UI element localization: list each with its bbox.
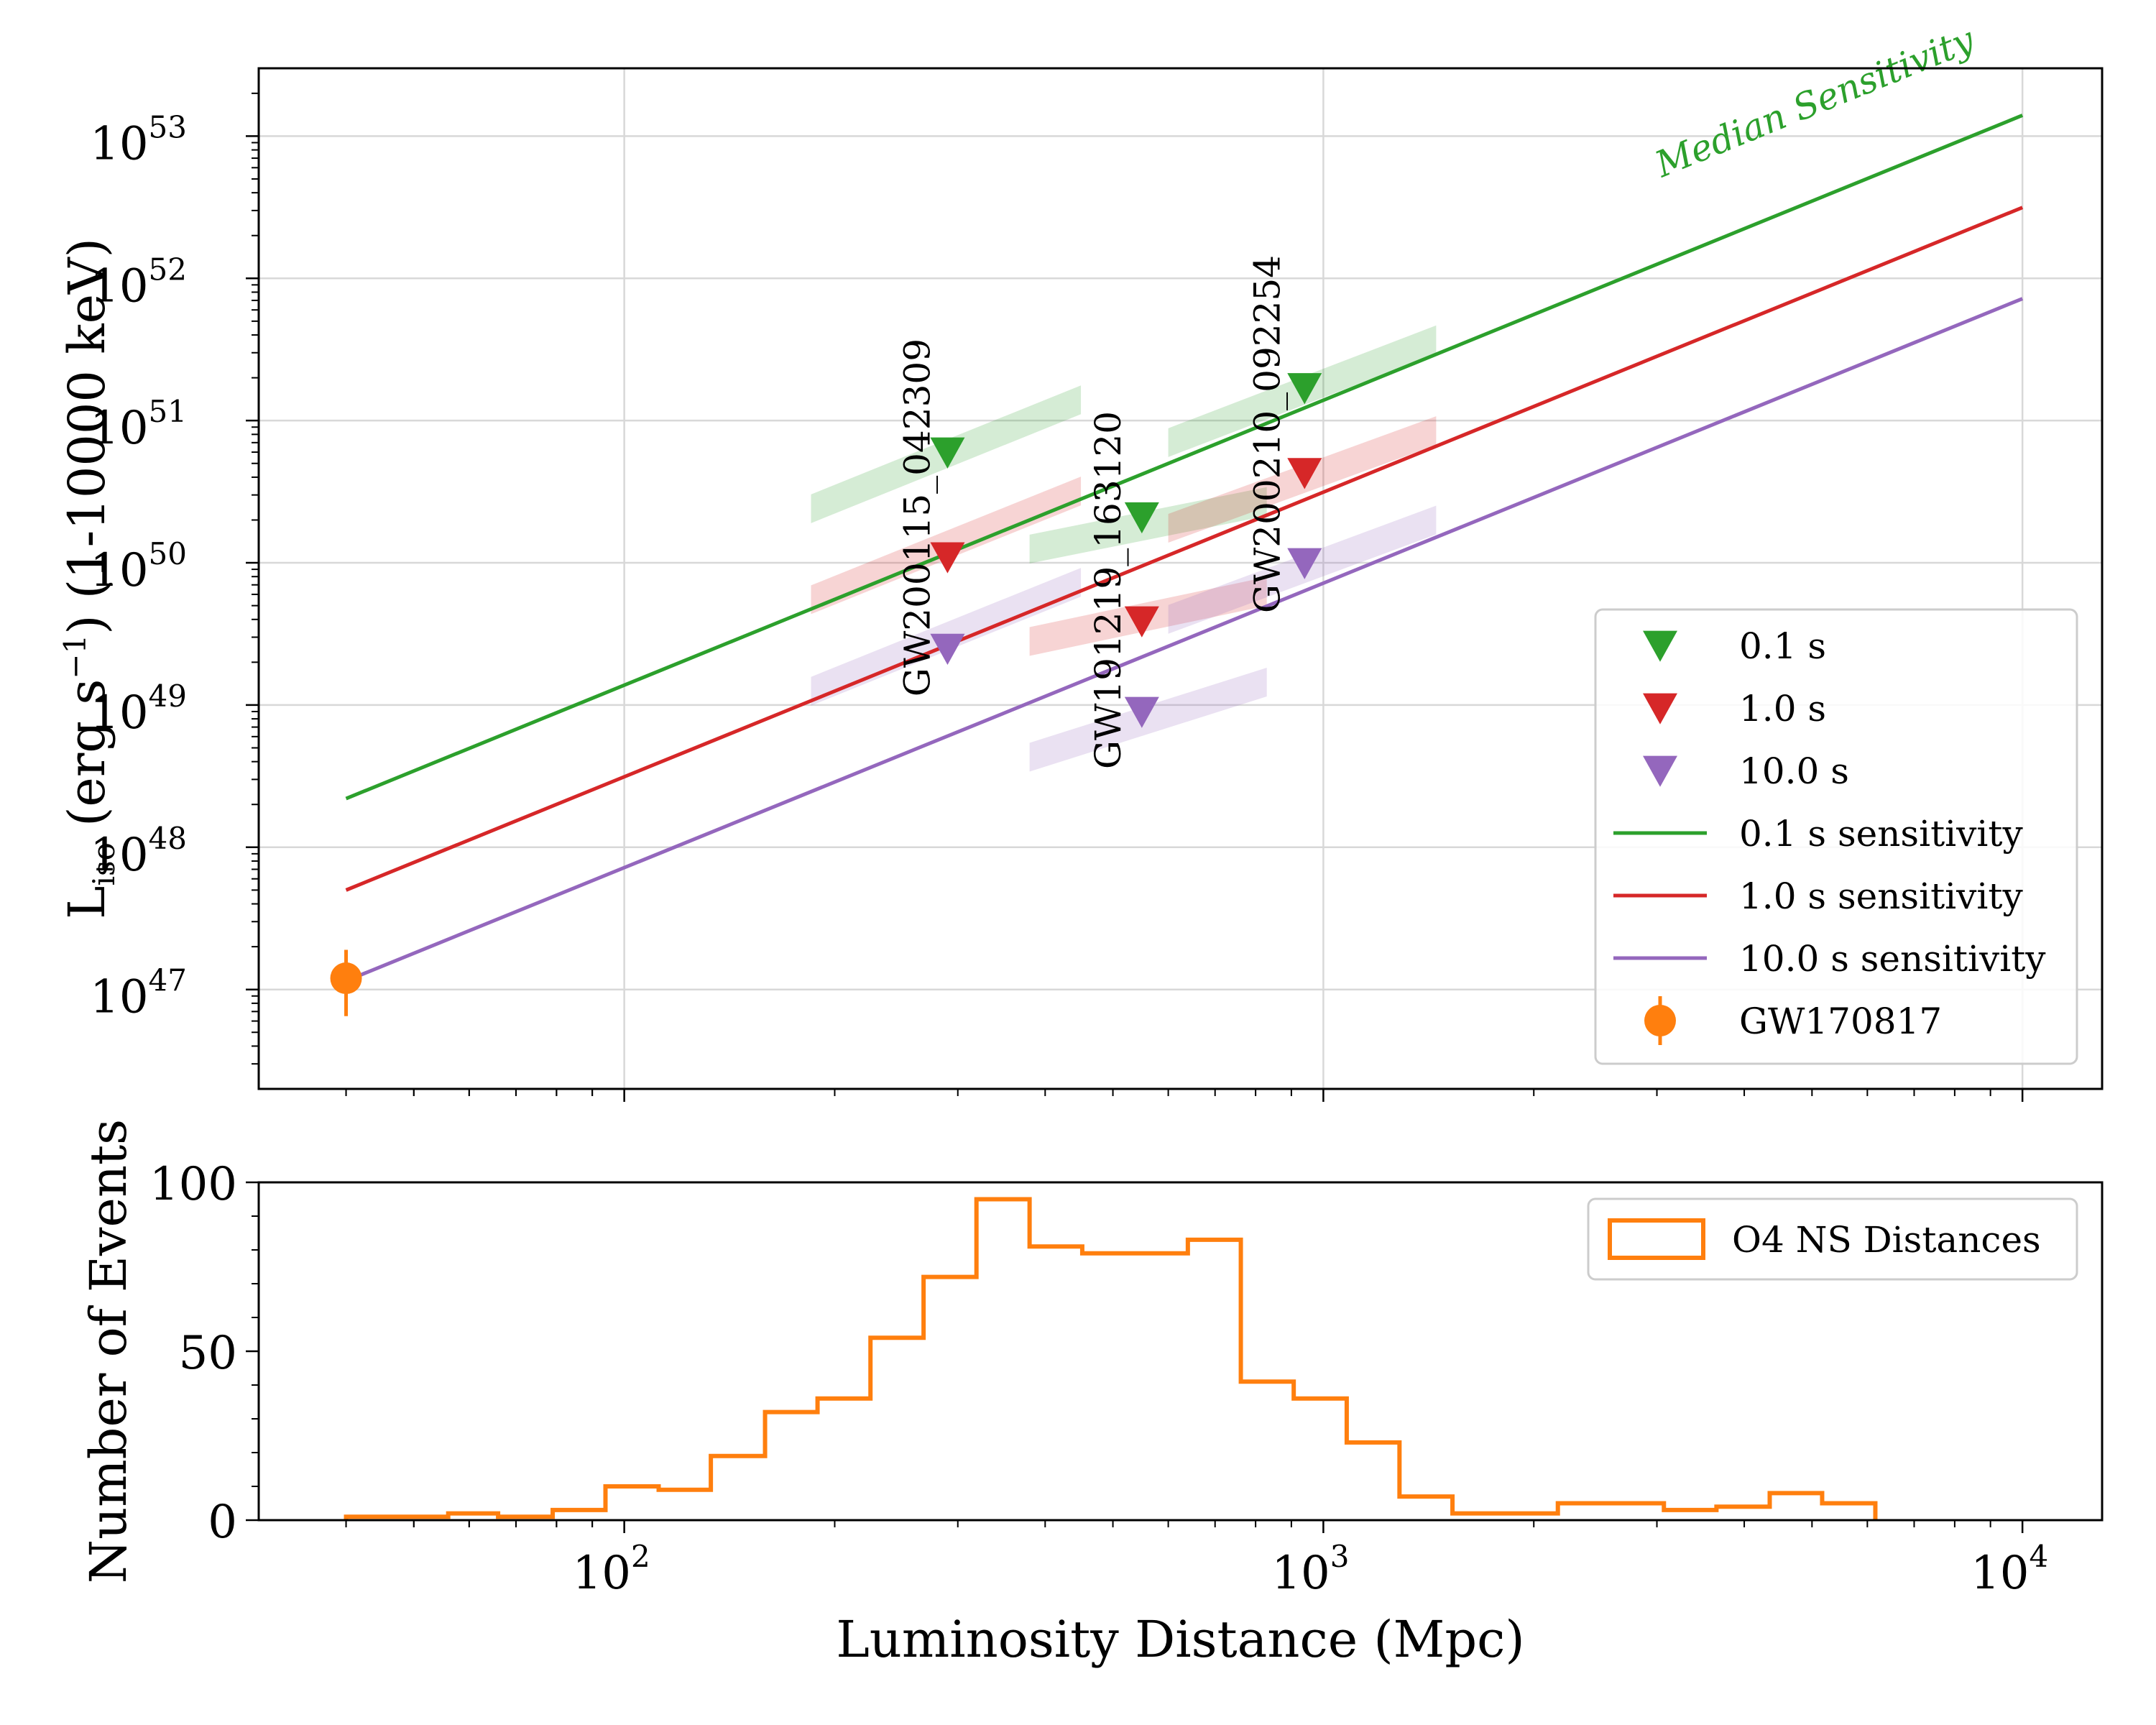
upper-limit-triangle bbox=[1287, 548, 1322, 579]
top-legend: 0.1 s 1.0 s 10.0 s 0.1 s sensitivity 1.0 s s… bbox=[1594, 608, 2078, 1065]
tick-exponent: 51 bbox=[149, 394, 187, 429]
bottom-axis-ticks bbox=[246, 1181, 2024, 1533]
tick-base: 10 bbox=[90, 402, 148, 455]
gw170817-marker bbox=[330, 962, 362, 995]
legend-label: GW170817 bbox=[1739, 1000, 1942, 1042]
tick-exponent: 47 bbox=[149, 963, 187, 998]
tick-base: 10 bbox=[1971, 1547, 2029, 1600]
bottom-y-tick-label: 100 bbox=[149, 1158, 237, 1211]
top-y-tick-label: 1050 bbox=[90, 536, 187, 597]
tick-base: 10 bbox=[90, 259, 148, 313]
event-name-label: GW200210_092254 bbox=[1246, 255, 1288, 613]
tick-exponent: 2 bbox=[631, 1539, 650, 1574]
tick-base: 10 bbox=[573, 1547, 631, 1600]
top-y-tick-label: 1049 bbox=[90, 678, 187, 740]
sensitivity-lines bbox=[345, 114, 2024, 983]
bottom-legend: O4 NS Distances bbox=[1587, 1197, 2078, 1281]
events-axis-label: Number of Events bbox=[79, 1119, 138, 1583]
top-y-tick-label: 1052 bbox=[90, 252, 187, 313]
limit-band bbox=[1029, 667, 1267, 772]
tick-base: 10 bbox=[1271, 1547, 1330, 1600]
tick-base: 10 bbox=[90, 971, 148, 1024]
bottom-x-tick-label: 104 bbox=[1971, 1539, 2048, 1600]
legend-box-symbol bbox=[1608, 1218, 1705, 1260]
upper-limit-triangle bbox=[1287, 458, 1322, 489]
tick-exponent: 4 bbox=[2030, 1539, 2049, 1574]
legend-label: 1.0 s sensitivity bbox=[1739, 875, 2023, 917]
sensitivity-line bbox=[345, 297, 2024, 983]
tick-base: 10 bbox=[90, 829, 148, 882]
top-y-tick-label: 1051 bbox=[90, 394, 187, 455]
top-y-tick-label: 1053 bbox=[90, 109, 187, 170]
upper-limit-triangle bbox=[1124, 696, 1159, 728]
bottom-x-tick-label: 102 bbox=[573, 1539, 650, 1600]
distance-axis-label: Luminosity Distance (Mpc) bbox=[836, 1610, 1524, 1669]
top-axes-frame bbox=[257, 67, 2104, 1090]
top-y-tick-label: 1047 bbox=[90, 963, 187, 1024]
legend-triangle-symbol bbox=[1643, 755, 1677, 787]
legend-label: 10.0 s sensitivity bbox=[1739, 938, 2046, 980]
legend-triangle-symbol bbox=[1643, 630, 1677, 662]
legend-box bbox=[1594, 608, 2078, 1065]
luminosity-axis-label: Liso (erg s−1) (1-10000 keV) bbox=[57, 238, 121, 919]
legend-point-symbol bbox=[1644, 1005, 1676, 1036]
gw170817-point bbox=[330, 949, 362, 1016]
event-labels: GW200115_042309 GW191219_163120 GW200210_0… bbox=[896, 255, 1288, 769]
legend-label: 0.1 s bbox=[1739, 625, 1826, 667]
upper-limit-triangle bbox=[1287, 373, 1322, 405]
upper-limit-triangle bbox=[930, 633, 965, 665]
top-axis-ticks bbox=[246, 92, 2024, 1102]
top-grid bbox=[259, 68, 2102, 1089]
tick-base: 10 bbox=[90, 117, 148, 170]
limit-band bbox=[1029, 487, 1267, 564]
tick-base: 10 bbox=[90, 686, 148, 740]
bottom-x-tick-label: 103 bbox=[1271, 1539, 1349, 1600]
legend-label: O4 NS Distances bbox=[1732, 1219, 2041, 1261]
upper-limit-triangle bbox=[1124, 606, 1159, 638]
tick-exponent: 52 bbox=[149, 252, 187, 287]
tick-base: 10 bbox=[90, 544, 148, 597]
upper-limit-markers bbox=[930, 373, 1322, 728]
tick-exponent: 48 bbox=[149, 821, 187, 856]
upper-limit-triangle bbox=[930, 542, 965, 574]
bottom-y-tick-label: 50 bbox=[179, 1327, 237, 1380]
upper-limit-triangle bbox=[930, 437, 965, 469]
top-y-tick-label: 1048 bbox=[90, 821, 187, 882]
legend-box bbox=[1587, 1197, 2078, 1281]
upper-limit-triangle bbox=[1124, 502, 1159, 534]
tick-exponent: 53 bbox=[149, 109, 187, 144]
legend-label: 0.1 s sensitivity bbox=[1739, 813, 2023, 855]
event-name-label: GW200115_042309 bbox=[896, 339, 938, 696]
legend-label: 10.0 s bbox=[1739, 750, 1849, 792]
bottom-y-tick-label: 0 bbox=[208, 1496, 237, 1549]
legend-triangle-symbol bbox=[1643, 693, 1677, 724]
histogram-steps bbox=[344, 1197, 1878, 1520]
legend-label: 1.0 s bbox=[1739, 688, 1826, 730]
sensitivity-line bbox=[345, 114, 2024, 801]
tick-exponent: 3 bbox=[1330, 1539, 1350, 1574]
event-name-label: GW191219_163120 bbox=[1087, 411, 1129, 769]
tick-exponent: 49 bbox=[149, 678, 187, 714]
sensitivity-line bbox=[345, 206, 2024, 892]
tick-exponent: 50 bbox=[149, 536, 187, 571]
